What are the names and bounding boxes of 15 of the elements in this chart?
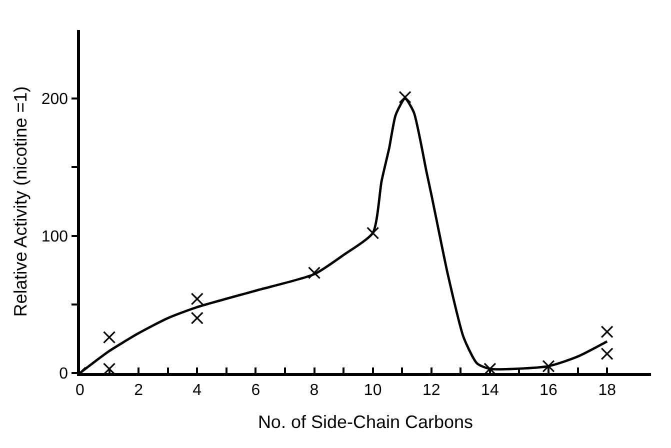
x-tick-label: 14 bbox=[481, 382, 499, 399]
x-tick-label: 12 bbox=[422, 382, 440, 399]
x-tick-label: 4 bbox=[192, 382, 202, 399]
x-tick-label: 10 bbox=[364, 382, 382, 399]
x-tick-label: 18 bbox=[598, 382, 616, 399]
y-tick-label: 200 bbox=[41, 91, 68, 108]
x-tick-label: 2 bbox=[134, 382, 144, 399]
x-tick-label: 0 bbox=[76, 382, 85, 399]
x-tick-label: 6 bbox=[251, 382, 260, 399]
y-tick-label: 100 bbox=[41, 228, 68, 246]
x-tick-label: 8 bbox=[310, 382, 319, 399]
x-tick-label: 16 bbox=[540, 382, 558, 399]
y-tick-label: 0 bbox=[59, 366, 68, 383]
y-axis-title: Relative Activity (nicotine =1) bbox=[10, 86, 31, 317]
x-axis-title: No. of Side-Chain Carbons bbox=[258, 412, 474, 432]
